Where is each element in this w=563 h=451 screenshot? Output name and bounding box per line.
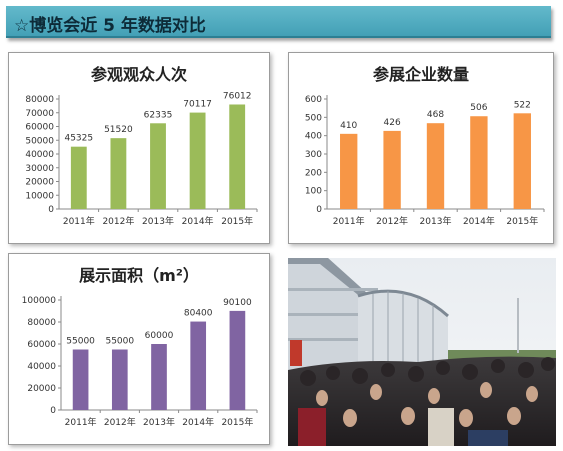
data-label: 55000 (105, 337, 134, 347)
y-tick-label: 20000 (25, 178, 54, 188)
y-tick-label: 40000 (25, 150, 54, 160)
data-label: 76012 (223, 91, 252, 101)
y-tick-label: 100 (305, 187, 322, 197)
data-label: 90100 (223, 298, 252, 308)
bar-2014年 (190, 321, 207, 410)
exhibition-crowd-photo (288, 258, 556, 446)
data-label: 522 (514, 100, 531, 110)
x-tick-label: 2011年 (63, 215, 95, 227)
y-tick-label: 20000 (27, 384, 56, 394)
y-tick-label: 70000 (25, 109, 54, 119)
y-tick-label: 60000 (25, 123, 54, 133)
bar-2012年 (111, 349, 128, 410)
x-tick-label: 2014年 (182, 416, 214, 428)
y-tick-label: 100000 (22, 296, 57, 306)
x-tick-label: 2015年 (506, 215, 538, 227)
y-tick-label: 400 (305, 132, 322, 142)
chart-title: 展示面积（m²） (79, 266, 199, 285)
visitors-chart-panel: 参观观众人次 0 10000 20000 30000 40000 50000 60000 700… (8, 52, 270, 244)
y-tick-label: 0 (50, 406, 56, 416)
x-tick-label: 2015年 (221, 416, 253, 428)
data-label: 55000 (66, 337, 95, 347)
header-banner: ☆博览会近 5 年数据对比 (6, 6, 551, 38)
data-label: 426 (384, 118, 401, 128)
data-label: 506 (470, 103, 487, 113)
chart-title: 参展企业数量 (373, 65, 469, 84)
bar-2013年 (150, 123, 166, 209)
y-tick-label: 10000 (25, 191, 54, 201)
bar-2015年 (229, 310, 246, 410)
y-tick-label: 80000 (27, 318, 56, 328)
x-tick-label: 2013年 (420, 215, 452, 227)
area-chart: 展示面积（m²） 0 20000 40000 60000 80000 100000 55000… (22, 266, 258, 428)
y-tick-label: 60000 (27, 340, 56, 350)
data-label: 80400 (184, 309, 213, 319)
bar-2012年 (110, 138, 127, 209)
y-tick-label: 0 (48, 205, 54, 215)
data-label: 45325 (64, 134, 93, 144)
visitors-chart: 参观观众人次 0 10000 20000 30000 40000 50000 60000 700… (25, 65, 258, 227)
exhibitors-chart-panel: 参展企业数量 0 100 200 300 400 500 600 410 2011年 426 2012… (288, 52, 554, 244)
data-label: 62335 (144, 110, 173, 120)
chart-title: 参观观众人次 (91, 65, 187, 84)
header-title: ☆博览会近 5 年数据对比 (14, 16, 206, 36)
x-tick-label: 2012年 (376, 215, 408, 227)
data-label: 51520 (104, 125, 133, 135)
y-tick-label: 500 (305, 113, 322, 123)
y-tick-label: 300 (305, 150, 322, 160)
bar-2014年 (189, 112, 206, 209)
bar-2015年 (513, 113, 531, 209)
bar-2011年 (72, 349, 89, 410)
x-tick-label: 2011年 (65, 416, 97, 428)
bar-2011年 (70, 146, 87, 209)
bar-2015年 (229, 104, 246, 209)
x-tick-label: 2015年 (221, 215, 253, 227)
x-tick-label: 2012年 (104, 416, 136, 428)
x-tick-label: 2011年 (333, 215, 365, 227)
y-tick-label: 600 (305, 95, 322, 105)
area-chart-panel: 展示面积（m²） 0 20000 40000 60000 80000 100000 55000… (8, 253, 270, 445)
y-tick-label: 40000 (27, 362, 56, 372)
x-tick-label: 2014年 (463, 215, 495, 227)
data-label: 70117 (183, 100, 212, 110)
exhibitors-chart: 参展企业数量 0 100 200 300 400 500 600 410 2011年 426 2012… (305, 65, 545, 227)
bar-2013年 (151, 344, 167, 410)
bar-2012年 (383, 130, 401, 209)
bar-2011年 (340, 133, 358, 209)
data-label: 468 (427, 110, 444, 120)
y-tick-label: 50000 (25, 136, 54, 146)
y-tick-label: 200 (305, 168, 322, 178)
bar-2013年 (426, 123, 445, 209)
x-tick-label: 2013年 (143, 416, 175, 428)
y-tick-label: 80000 (25, 95, 54, 105)
data-label: 60000 (145, 331, 174, 341)
y-tick-label: 0 (316, 205, 322, 215)
y-tick-label: 30000 (25, 164, 54, 174)
bar-2014年 (470, 116, 488, 209)
x-tick-label: 2014年 (182, 215, 214, 227)
data-label: 410 (340, 121, 357, 131)
x-tick-label: 2013年 (142, 215, 174, 227)
x-tick-label: 2012年 (102, 215, 134, 227)
